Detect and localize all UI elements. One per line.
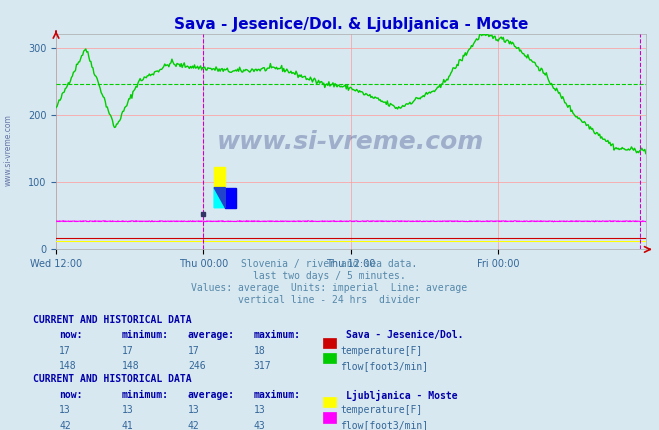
- Text: 17: 17: [188, 346, 200, 356]
- Text: Slovenia / river and sea data.: Slovenia / river and sea data.: [241, 259, 418, 269]
- Bar: [225, 187, 237, 208]
- Text: 18: 18: [254, 346, 266, 356]
- Text: www.si-vreme.com: www.si-vreme.com: [3, 114, 13, 187]
- Text: vertical line - 24 hrs  divider: vertical line - 24 hrs divider: [239, 295, 420, 305]
- Text: 317: 317: [254, 361, 272, 371]
- Text: average:: average:: [188, 390, 235, 399]
- Polygon shape: [214, 187, 225, 208]
- Text: 41: 41: [122, 421, 134, 430]
- Text: 43: 43: [254, 421, 266, 430]
- Text: 13: 13: [254, 405, 266, 415]
- Text: flow[foot3/min]: flow[foot3/min]: [340, 421, 428, 430]
- Text: 13: 13: [188, 405, 200, 415]
- Title: Sava - Jesenice/Dol. & Ljubljanica - Moste: Sava - Jesenice/Dol. & Ljubljanica - Mos…: [174, 17, 528, 32]
- Text: Values: average  Units: imperial  Line: average: Values: average Units: imperial Line: av…: [191, 283, 468, 293]
- Text: minimum:: minimum:: [122, 330, 169, 340]
- Text: now:: now:: [59, 390, 83, 399]
- Text: 246: 246: [188, 361, 206, 371]
- Text: maximum:: maximum:: [254, 330, 301, 340]
- Text: 13: 13: [59, 405, 71, 415]
- Text: now:: now:: [59, 330, 83, 340]
- Text: average:: average:: [188, 330, 235, 340]
- Text: temperature[F]: temperature[F]: [340, 346, 422, 356]
- Text: CURRENT AND HISTORICAL DATA: CURRENT AND HISTORICAL DATA: [33, 315, 192, 325]
- Text: 17: 17: [122, 346, 134, 356]
- Text: 148: 148: [59, 361, 77, 371]
- Polygon shape: [214, 187, 225, 208]
- Text: Ljubljanica - Moste: Ljubljanica - Moste: [346, 390, 457, 401]
- Text: www.si-vreme.com: www.si-vreme.com: [217, 130, 484, 154]
- Text: 42: 42: [59, 421, 71, 430]
- Text: 17: 17: [59, 346, 71, 356]
- Bar: [214, 167, 225, 187]
- Text: last two days / 5 minutes.: last two days / 5 minutes.: [253, 271, 406, 281]
- Text: flow[foot3/min]: flow[foot3/min]: [340, 361, 428, 371]
- Text: maximum:: maximum:: [254, 390, 301, 399]
- Text: CURRENT AND HISTORICAL DATA: CURRENT AND HISTORICAL DATA: [33, 374, 192, 384]
- Text: minimum:: minimum:: [122, 390, 169, 399]
- Text: Sava - Jesenice/Dol.: Sava - Jesenice/Dol.: [346, 330, 463, 340]
- Text: 13: 13: [122, 405, 134, 415]
- Text: temperature[F]: temperature[F]: [340, 405, 422, 415]
- Text: 148: 148: [122, 361, 140, 371]
- Text: 42: 42: [188, 421, 200, 430]
